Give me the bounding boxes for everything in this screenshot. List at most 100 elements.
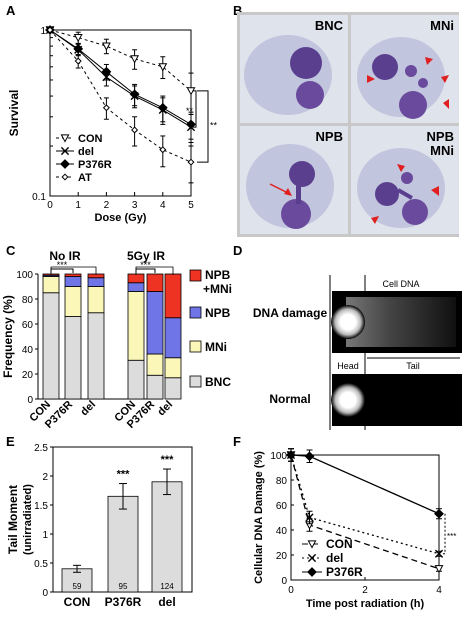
data-point [101, 66, 112, 77]
significance-label: ** [186, 106, 194, 116]
bar-segment-BNC [64, 316, 82, 400]
bar-segment-BNC [87, 312, 105, 400]
comet-head [331, 305, 365, 339]
marker-stroke [307, 553, 317, 563]
legend-marker [60, 134, 70, 143]
significance-label: ** [210, 120, 218, 130]
x-tick-label: 2 [362, 585, 368, 596]
data-point [157, 102, 168, 113]
y-tick-label: 0.5 [34, 559, 48, 570]
legend-marker [307, 553, 317, 563]
comet-head-normal [331, 383, 365, 417]
series-P376R [286, 448, 444, 520]
series-line [290, 454, 440, 570]
micrograph-npb: NPB [240, 126, 348, 234]
legend-item-del: del [56, 146, 94, 158]
significance-bracket [193, 90, 197, 128]
legend-label: P376R [78, 159, 112, 171]
y-tick-label: 2.5 [34, 443, 48, 454]
data-point [434, 565, 444, 574]
micronuclei-cell-image [357, 37, 449, 119]
x-tick-label: 0 [288, 585, 294, 596]
micrograph-label-line1: NPB [426, 129, 454, 144]
micrograph-panel: BNC MNi NPB [237, 12, 459, 237]
micrograph-label: BNC [314, 18, 343, 33]
bar-segment-NPB-plus-MNi [64, 273, 82, 277]
dna-damage-repair-chart: 0 20 40 60 80 100 0 2 4 Time post radiation (h) Ce… [253, 448, 456, 610]
y-tick-label: 60 [276, 501, 288, 512]
marker-stroke [434, 549, 444, 558]
legend-item: NPB+MNi [189, 268, 232, 296]
legend-marker [307, 540, 317, 549]
bar-segment-NPB [127, 282, 145, 292]
x-tick-label: 4 [436, 585, 442, 596]
significance-bracket-outer [135, 266, 174, 275]
legend-label: AT [78, 172, 92, 184]
micrograph-label: MNi [430, 18, 454, 33]
y-tick-label: 80 [22, 295, 34, 306]
n-label: 95 [119, 582, 128, 591]
legend-item-AT: AT [56, 172, 92, 184]
data-point [434, 508, 444, 519]
bar-segment-NPB [64, 276, 82, 287]
significance-label: *** [117, 469, 131, 481]
dna-damage-label: DNA damage [253, 306, 328, 320]
data-point [304, 451, 315, 462]
x-tick-label: 2 [104, 200, 110, 211]
y-tick-label: 0 [27, 395, 33, 406]
cell-dna-label: Cell DNA [382, 279, 419, 289]
x-tick-label: del [78, 399, 98, 419]
panel-letter-c: C [6, 243, 16, 258]
data-point [73, 33, 83, 43]
legend-item-CON: CON [56, 133, 103, 145]
data-point [158, 63, 168, 72]
legend-label: NPB [205, 306, 231, 320]
data-point [186, 119, 196, 130]
bar-segment-NPB-plus-MNi [146, 273, 164, 292]
legend-item-CON: CON [302, 537, 353, 551]
bar-segment-MNi [42, 276, 60, 294]
data-point [305, 513, 314, 522]
bar-segment-MNi [64, 286, 82, 317]
bar-del [151, 481, 183, 593]
bar-segment-MNi [127, 291, 145, 361]
bar-P376R [107, 495, 139, 593]
legend-marker [60, 159, 70, 169]
micrograph-label: NPB [315, 129, 343, 144]
x-tick-label: 1 [75, 200, 81, 211]
bar-segment-MNi [146, 353, 164, 376]
series-line [49, 29, 192, 125]
n-label: 59 [73, 582, 82, 591]
legend-label: P376R [326, 565, 363, 579]
legend-swatch [189, 306, 202, 319]
y-tick-label: 40 [22, 345, 34, 356]
micrograph-mni: MNi [351, 15, 459, 123]
panel-letter-d: D [233, 243, 243, 258]
bar-segment-NPB-plus-MNi [164, 273, 182, 319]
legend-item: NPB [189, 306, 231, 320]
y-tick-label: 20 [276, 551, 288, 562]
x-tick-label: 5 [188, 200, 194, 211]
x-tick-label: 3 [132, 200, 138, 211]
series-CON [286, 448, 444, 574]
data-point [186, 87, 196, 96]
plot-frame [49, 29, 192, 197]
significance-bracket [197, 90, 209, 163]
legend-label: NPB [205, 268, 231, 282]
panel-letter-e: E [6, 434, 15, 449]
data-point [73, 43, 84, 54]
legend-item: MNi [189, 340, 227, 354]
y-tick-label: 1 [40, 26, 46, 37]
data-point [159, 146, 167, 154]
bar-segment-BNC [146, 374, 164, 400]
series-line [290, 454, 440, 515]
y-tick-label: 60 [22, 320, 34, 331]
series-CON [45, 26, 196, 115]
legend-swatch [189, 269, 202, 282]
legend-item-del: del [302, 551, 343, 565]
legend-marker [61, 173, 69, 181]
series-del [45, 25, 196, 144]
data-point [129, 89, 140, 100]
data-point [101, 42, 111, 51]
legend-item-P376R: P376R [56, 159, 112, 171]
